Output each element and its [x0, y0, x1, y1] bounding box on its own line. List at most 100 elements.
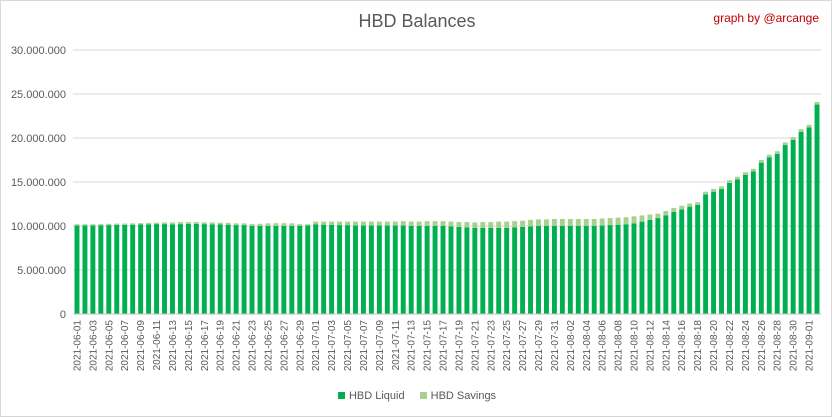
bar-hbd-liquid	[368, 225, 374, 314]
bar-hbd-savings	[305, 224, 311, 226]
x-tick-label: 2021-08-28	[773, 320, 784, 372]
bar-hbd-liquid	[719, 189, 724, 314]
bar-hbd-savings	[750, 168, 756, 172]
bar-hbd-savings	[639, 215, 645, 222]
y-tick-label: 25.000.000	[11, 89, 66, 101]
bar-hbd-liquid	[567, 226, 573, 314]
x-tick-label: 2021-08-04	[582, 320, 593, 372]
x-tick-label: 2021-08-26	[757, 320, 768, 372]
bar-hbd-liquid	[257, 226, 263, 314]
bar-hbd-liquid	[130, 224, 136, 314]
bar-hbd-savings	[806, 124, 812, 128]
bar-hbd-liquid	[114, 224, 120, 314]
bar-hbd-savings	[122, 223, 128, 225]
bar-hbd-savings	[655, 213, 661, 219]
bar-hbd-liquid	[376, 225, 382, 314]
bar-hbd-liquid	[575, 226, 581, 314]
bar-hbd-liquid	[321, 224, 327, 314]
bar-hbd-savings	[480, 222, 486, 228]
y-tick-label: 20.000.000	[11, 133, 66, 145]
bar-hbd-savings	[711, 189, 717, 192]
bar-hbd-liquid	[512, 227, 518, 314]
x-tick-label: 2021-07-25	[502, 320, 513, 372]
bar-hbd-savings	[472, 222, 478, 228]
bar-hbd-savings	[456, 222, 462, 227]
bar-hbd-savings	[249, 224, 255, 226]
bar-hbd-savings	[233, 223, 239, 226]
bar-hbd-savings	[703, 191, 709, 195]
bar-hbd-savings	[647, 214, 653, 220]
x-tick-label: 2021-08-08	[614, 320, 625, 372]
y-axis: 0 5.000.000 10.000.000 15.000.000 20.000.000…	[11, 45, 66, 321]
legend-label-savings: HBD Savings	[430, 390, 497, 402]
bar-hbd-liquid	[241, 225, 247, 314]
x-tick-label: 2021-07-21	[470, 320, 481, 372]
x-tick-label: 2021-07-19	[454, 320, 465, 372]
bar-hbd-liquid	[671, 211, 677, 314]
bar-hbd-liquid	[225, 224, 231, 314]
bar-hbd-liquid	[313, 224, 319, 314]
bar-hbd-liquid	[90, 225, 96, 314]
bar-hbd-savings	[496, 221, 502, 228]
x-tick-label: 2021-06-27	[279, 320, 290, 372]
bar-hbd-liquid	[520, 226, 526, 314]
x-tick-label: 2021-08-02	[566, 320, 577, 372]
x-tick-label: 2021-06-03	[88, 320, 99, 372]
bar-hbd-savings	[82, 224, 88, 226]
bar-hbd-liquid	[146, 224, 152, 314]
legend-item-liquid: HBD Liquid	[337, 390, 405, 402]
bar-hbd-savings	[170, 222, 175, 225]
bar-hbd-savings	[774, 151, 780, 154]
bar-hbd-savings	[440, 221, 446, 226]
bar-hbd-liquid	[154, 224, 160, 314]
bar-hbd-liquid	[607, 225, 613, 314]
bar-hbd-savings	[790, 137, 796, 140]
bar-hbd-savings	[297, 224, 303, 226]
bar-hbd-savings	[567, 218, 573, 226]
bar-hbd-liquid	[353, 225, 358, 314]
bar-hbd-savings	[321, 221, 327, 225]
bar-hbd-liquid	[623, 224, 629, 314]
bar-hbd-savings	[146, 222, 152, 225]
bar-hbd-savings	[154, 222, 160, 225]
bar-hbd-savings	[281, 223, 287, 226]
bar-hbd-liquid	[249, 226, 255, 314]
bar-hbd-liquid	[695, 204, 701, 314]
bar-hbd-liquid	[647, 219, 653, 314]
bar-hbd-savings	[177, 222, 183, 225]
bar-hbd-savings	[742, 172, 748, 175]
bar-hbd-savings	[273, 223, 279, 226]
x-tick-label: 2021-06-11	[152, 320, 163, 371]
legend-swatch-liquid	[337, 392, 345, 399]
bar-hbd-liquid	[599, 225, 605, 314]
bar-hbd-savings	[814, 101, 820, 105]
chart-credit: graph by @arcange	[713, 11, 819, 25]
bar-hbd-liquid	[591, 226, 597, 314]
bar-hbd-savings	[345, 221, 350, 226]
bar-hbd-savings	[217, 222, 223, 225]
bar-hbd-liquid	[615, 224, 621, 314]
bar-hbd-liquid	[106, 225, 112, 314]
bar-hbd-liquid	[74, 225, 80, 314]
bar-hbd-liquid	[265, 226, 271, 314]
bar-hbd-savings	[758, 160, 764, 163]
bar-hbd-savings	[162, 222, 167, 225]
bar-hbd-liquid	[345, 225, 350, 314]
bar-hbd-liquid	[734, 179, 740, 314]
bar-hbd-liquid	[177, 224, 183, 314]
x-tick-label: 2021-06-13	[168, 320, 179, 372]
x-tick-label: 2021-06-25	[263, 320, 274, 372]
bar-hbd-liquid	[798, 131, 804, 314]
bar-hbd-liquid	[337, 225, 343, 314]
bar-hbd-savings	[313, 221, 319, 225]
bar-hbd-savings	[734, 176, 740, 180]
bar-hbd-liquid	[814, 104, 820, 314]
bar-hbd-savings	[520, 220, 526, 227]
bar-hbd-liquid	[758, 162, 764, 314]
bar-hbd-liquid	[384, 225, 390, 314]
x-tick-label: 2021-08-12	[645, 320, 656, 372]
bar-hbd-savings	[575, 218, 581, 226]
bar-hbd-liquid	[400, 225, 406, 314]
x-axis: 2021-06-01 2021-06-03 2021-06-05 2021-06-07…	[72, 313, 821, 372]
x-tick-label: 2021-07-23	[486, 320, 497, 372]
